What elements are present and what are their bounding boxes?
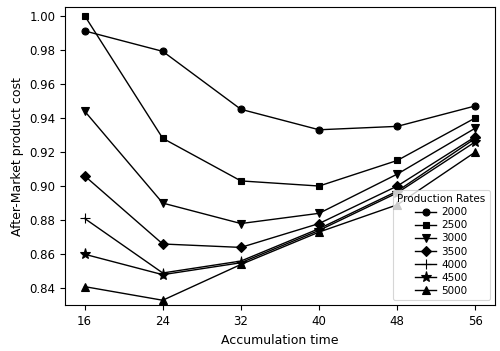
Y-axis label: After-Market product cost: After-Market product cost	[10, 77, 24, 236]
X-axis label: Accumulation time: Accumulation time	[221, 334, 339, 347]
Legend: 2000, 2500, 3000, 3500, 4000, 4500, 5000: 2000, 2500, 3000, 3500, 4000, 4500, 5000	[393, 190, 490, 300]
